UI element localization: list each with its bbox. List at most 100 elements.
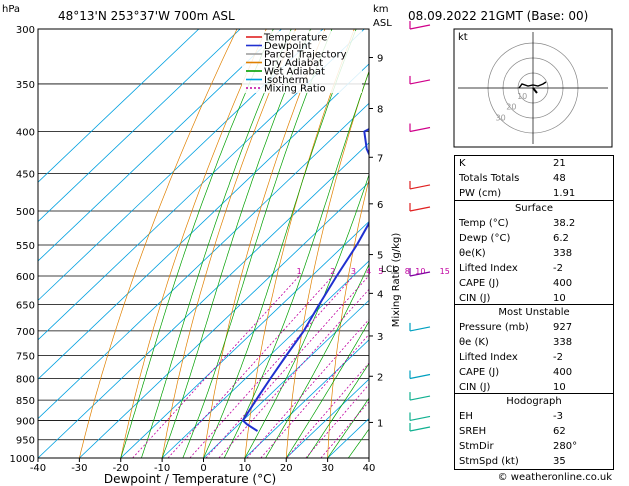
x-tick-label: -10 — [154, 463, 170, 474]
index-row: PW (cm) 1.91 — [455, 186, 613, 201]
surface-row: CAPE (J) 400 — [455, 276, 613, 291]
indices-panel: K 21 Totals Totals 48 PW (cm) 1.91 — [454, 155, 614, 202]
asl-label: ASL — [373, 18, 392, 29]
index-value: 1.91 — [553, 188, 576, 199]
location-title: 48°13'N 253°37'W 700m ASL — [58, 9, 235, 23]
wind-barb — [409, 79, 431, 85]
hodograph-table-panel: Hodograph EH -3 SREH 62 StmDir 280° StmSpd (kt… — [454, 393, 614, 470]
hodograph-stat-value: 35 — [553, 456, 566, 467]
surface-value: 338 — [553, 248, 573, 259]
storm-motion-marker — [532, 87, 538, 94]
dewpoint-line — [241, 127, 369, 432]
hodograph-stat-value: -3 — [553, 411, 563, 422]
hodograph-stat-value: 62 — [553, 426, 566, 437]
pressure-tick-label: 550 — [16, 241, 35, 252]
mixing-ratio-label: 8 — [405, 267, 410, 276]
mixing-ratio-label: 15 — [440, 267, 450, 276]
surface-label: CAPE (J) — [459, 278, 500, 289]
surface-row: Dewp (°C) 6.2 — [455, 231, 613, 246]
index-row: K 21 — [455, 156, 613, 171]
isotherm-line — [285, 378, 369, 458]
hodograph-stat-label: SREH — [459, 426, 487, 437]
mixing-ratio-label: 3 — [351, 267, 356, 276]
wind-barb — [409, 395, 431, 401]
pressure-tick-label: 800 — [16, 374, 35, 385]
most-unstable-title: Most Unstable — [498, 307, 570, 318]
wind-barb — [409, 415, 431, 422]
hodograph-stat-row: StmDir 280° — [455, 439, 613, 454]
surface-label: CIN (J) — [459, 293, 491, 304]
axes: 1234581015202530035040045050055060065070… — [10, 25, 482, 474]
mixing-ratio-label: 10 — [415, 267, 425, 276]
legend-entry: Isotherm — [264, 75, 308, 86]
wet-adiabat-line — [141, 29, 292, 458]
isotherm-line — [203, 299, 369, 458]
most-unstable-panel: Most Unstable Pressure (mb) 927 θe (K) 338 L… — [454, 304, 614, 396]
isotherm-line — [38, 29, 241, 223]
isotherm-line — [244, 339, 369, 458]
wind-barb — [409, 326, 431, 332]
wind-barb — [409, 426, 431, 432]
hodograph-ring-label: 10 — [517, 92, 527, 101]
pressure-tick-label: 350 — [16, 80, 35, 91]
most-unstable-value: 927 — [553, 322, 573, 333]
wet-adiabat-line — [203, 29, 357, 458]
legend-entry: Wet Adiabat — [264, 67, 325, 78]
x-tick-label: 20 — [280, 463, 293, 474]
pressure-tick-label: 900 — [16, 416, 35, 427]
x-axis-title: Dewpoint / Temperature (°C) — [104, 472, 276, 486]
surface-label: Temp (°C) — [459, 218, 509, 229]
hodograph-ring-label: 30 — [496, 113, 506, 122]
index-label: Totals Totals — [459, 173, 520, 184]
index-value: 48 — [553, 173, 566, 184]
isotherm-line — [161, 260, 369, 458]
pressure-tick-label: 300 — [16, 25, 35, 36]
mixing-ratio-line — [286, 362, 369, 458]
isotherm-line — [38, 142, 369, 458]
dry-adiabat-line — [327, 178, 369, 458]
hodograph-unit-label: kt — [458, 32, 468, 43]
surface-label: Dewp (°C) — [459, 233, 511, 244]
lcl-label: LCL — [381, 265, 397, 275]
pressure-tick-label: 400 — [16, 128, 35, 139]
wind-barb — [409, 184, 431, 190]
wind-barb — [409, 373, 431, 380]
wind-barb — [409, 206, 431, 212]
most-unstable-label: CAPE (J) — [459, 367, 500, 378]
wet-adiabat-line — [161, 29, 311, 458]
most-unstable-row: CIN (J) 10 — [455, 380, 613, 395]
x-tick-label: 0 — [200, 463, 206, 474]
hodograph-table-title: Hodograph — [506, 396, 562, 407]
most-unstable-label: Lifted Index — [459, 352, 518, 363]
hodograph-stat-row: StmSpd (kt) 35 — [455, 454, 613, 469]
hodograph-stat-value: 280° — [553, 441, 578, 452]
isotherm-line — [79, 181, 369, 458]
mixing-ratio-label: 4 — [366, 267, 371, 276]
x-tick-label: -40 — [30, 463, 46, 474]
pressure-tick-label: 750 — [16, 351, 35, 362]
dry-adiabat-line — [120, 29, 267, 458]
dry-adiabat-line — [79, 29, 238, 458]
hodograph-trace — [518, 81, 547, 89]
wet-adiabat-line — [223, 70, 369, 458]
index-label: K — [459, 158, 466, 169]
most-unstable-label: Pressure (mb) — [459, 322, 529, 333]
most-unstable-row: CAPE (J) 400 — [455, 365, 613, 380]
dry-adiabat-line — [368, 437, 369, 458]
legend-entry: Temperature — [263, 33, 327, 44]
pressure-tick-label: 950 — [16, 436, 35, 447]
isotherm-line — [38, 29, 200, 183]
most-unstable-label: θe (K) — [459, 337, 489, 348]
mixing-ratio-axis-title: Mixing Ratio (g/kg) — [391, 233, 402, 328]
hodograph-stat-label: EH — [459, 411, 473, 422]
most-unstable-value: 338 — [553, 337, 573, 348]
mixing-ratio-label: 5 — [378, 267, 383, 276]
pressure-tick-label: 850 — [16, 396, 35, 407]
mixing-ratio-label: 1 — [297, 267, 302, 276]
km-tick-label: 3 — [377, 332, 383, 343]
km-tick-label: 8 — [377, 105, 383, 116]
x-tick-label: -20 — [113, 463, 129, 474]
legend-entry: Dewpoint — [264, 41, 312, 52]
